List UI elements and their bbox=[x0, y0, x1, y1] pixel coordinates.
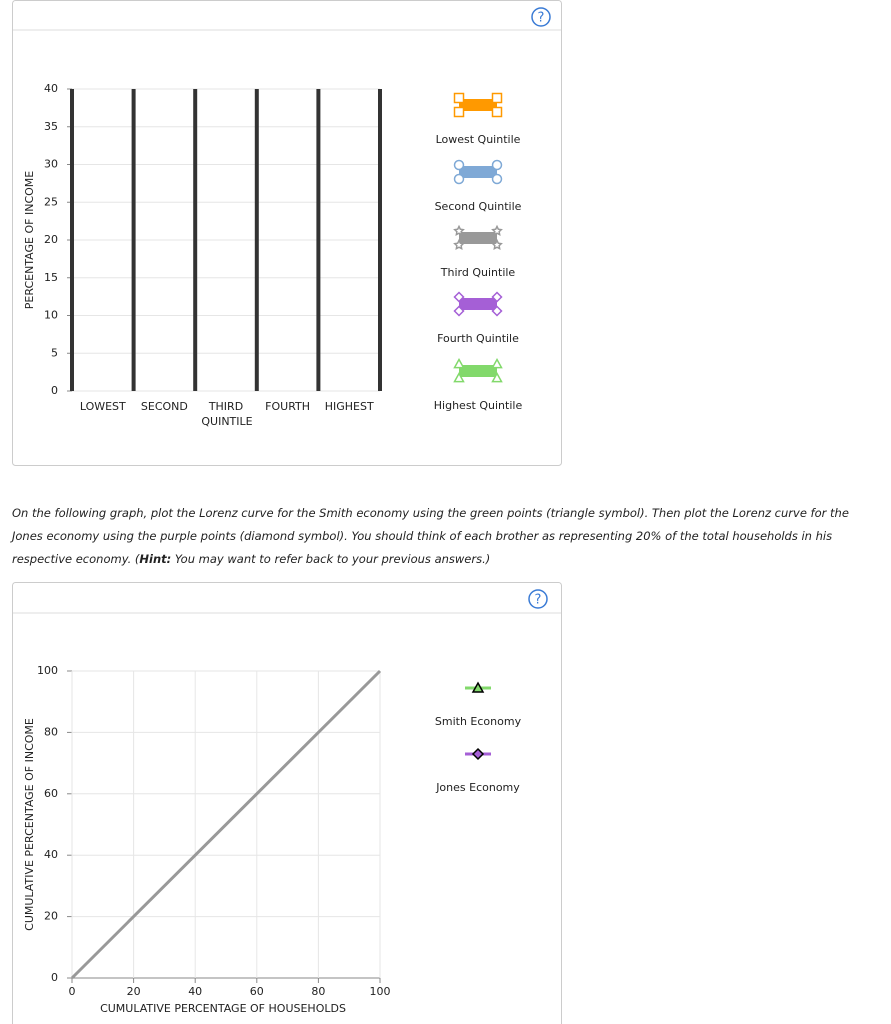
marker bbox=[453, 92, 465, 104]
x-tick-label: FOURTH bbox=[265, 400, 310, 413]
marker bbox=[453, 173, 465, 185]
palette-tool[interactable] bbox=[453, 291, 503, 317]
tool-swatch bbox=[459, 298, 497, 310]
y-tick-label: 100 bbox=[37, 664, 58, 677]
y-tick-label: 20 bbox=[44, 233, 58, 246]
y-tick-label: 35 bbox=[44, 120, 58, 133]
palette-tool[interactable] bbox=[453, 357, 503, 383]
marker bbox=[453, 106, 465, 118]
tool-swatch bbox=[459, 166, 497, 178]
y-tick-label: 80 bbox=[44, 725, 58, 738]
y-tick-label: 0 bbox=[51, 384, 58, 397]
marker bbox=[453, 224, 465, 237]
x-tick-label: SECOND bbox=[141, 400, 188, 413]
instruction-text: You may want to refer back to your previ… bbox=[171, 552, 491, 566]
y-tick-label: 5 bbox=[51, 346, 58, 359]
help-icon[interactable]: ? bbox=[531, 7, 551, 27]
marker bbox=[491, 106, 503, 118]
y-axis-label: CUMULATIVE PERCENTAGE OF INCOME bbox=[23, 718, 36, 931]
palette-tool[interactable] bbox=[465, 681, 491, 693]
y-axis-label: PERCENTAGE OF INCOME bbox=[23, 171, 36, 309]
palette-label: Jones Economy bbox=[435, 781, 520, 794]
svg-text:?: ? bbox=[535, 593, 542, 608]
marker bbox=[491, 291, 503, 303]
hint-label: Hint: bbox=[139, 552, 172, 566]
marker bbox=[453, 305, 465, 317]
x-tick-label: 20 bbox=[127, 985, 141, 998]
x-tick-label: 100 bbox=[370, 985, 391, 998]
palette-label: Second Quintile bbox=[435, 200, 522, 213]
x-tick-label: 80 bbox=[311, 985, 325, 998]
x-tick-label: 60 bbox=[250, 985, 264, 998]
marker bbox=[453, 159, 465, 171]
x-axis-label: CUMULATIVE PERCENTAGE OF HOUSEHOLDS bbox=[100, 1002, 346, 1015]
y-tick-label: 30 bbox=[44, 158, 58, 171]
marker bbox=[471, 681, 485, 693]
marker bbox=[471, 747, 485, 761]
y-tick-label: 40 bbox=[44, 848, 58, 861]
y-tick-label: 15 bbox=[44, 271, 58, 284]
marker bbox=[453, 371, 465, 383]
y-tick-label: 0 bbox=[51, 971, 58, 984]
x-tick-label: 0 bbox=[69, 985, 76, 998]
panel bbox=[12, 0, 562, 466]
marker bbox=[491, 371, 503, 383]
line bbox=[70, 669, 382, 980]
x-axis-label: QUINTILE bbox=[201, 415, 252, 428]
x-tick-label: LOWEST bbox=[80, 400, 126, 413]
x-tick-label: 40 bbox=[188, 985, 202, 998]
marker bbox=[453, 357, 465, 369]
marker bbox=[491, 357, 503, 369]
palette-label: Lowest Quintile bbox=[436, 133, 521, 146]
palette-label: Fourth Quintile bbox=[437, 332, 519, 345]
svg-text:?: ? bbox=[538, 11, 545, 26]
y-tick-label: 25 bbox=[44, 195, 58, 208]
x-tick-label: THIRD bbox=[208, 400, 243, 413]
marker bbox=[491, 224, 503, 237]
y-tick-label: 10 bbox=[44, 309, 58, 322]
instructions: On the following graph, plot the Lorenz … bbox=[12, 502, 862, 571]
marker bbox=[453, 238, 465, 251]
palette-tool[interactable] bbox=[453, 224, 503, 251]
panel bbox=[12, 582, 562, 1024]
marker bbox=[491, 92, 503, 104]
marker bbox=[491, 238, 503, 251]
palette-tool[interactable] bbox=[465, 747, 491, 761]
palette-tool[interactable] bbox=[453, 159, 503, 185]
marker bbox=[491, 159, 503, 171]
y-tick-label: 20 bbox=[44, 910, 58, 923]
marker bbox=[491, 173, 503, 185]
y-tick-label: 40 bbox=[44, 82, 58, 95]
palette-label: Smith Economy bbox=[435, 715, 522, 728]
tool-swatch bbox=[459, 232, 497, 244]
x-tick-label: HIGHEST bbox=[325, 400, 374, 413]
marker bbox=[453, 291, 465, 303]
instruction-text: On the following graph, plot the Lorenz … bbox=[12, 506, 849, 566]
tool-swatch bbox=[459, 99, 497, 111]
palette-label: Highest Quintile bbox=[434, 399, 523, 412]
y-tick-label: 60 bbox=[44, 787, 58, 800]
help-icon[interactable]: ? bbox=[528, 589, 548, 609]
tool-swatch bbox=[459, 365, 497, 377]
marker bbox=[491, 305, 503, 317]
palette-tool[interactable] bbox=[453, 92, 503, 118]
palette-label: Third Quintile bbox=[440, 266, 516, 279]
